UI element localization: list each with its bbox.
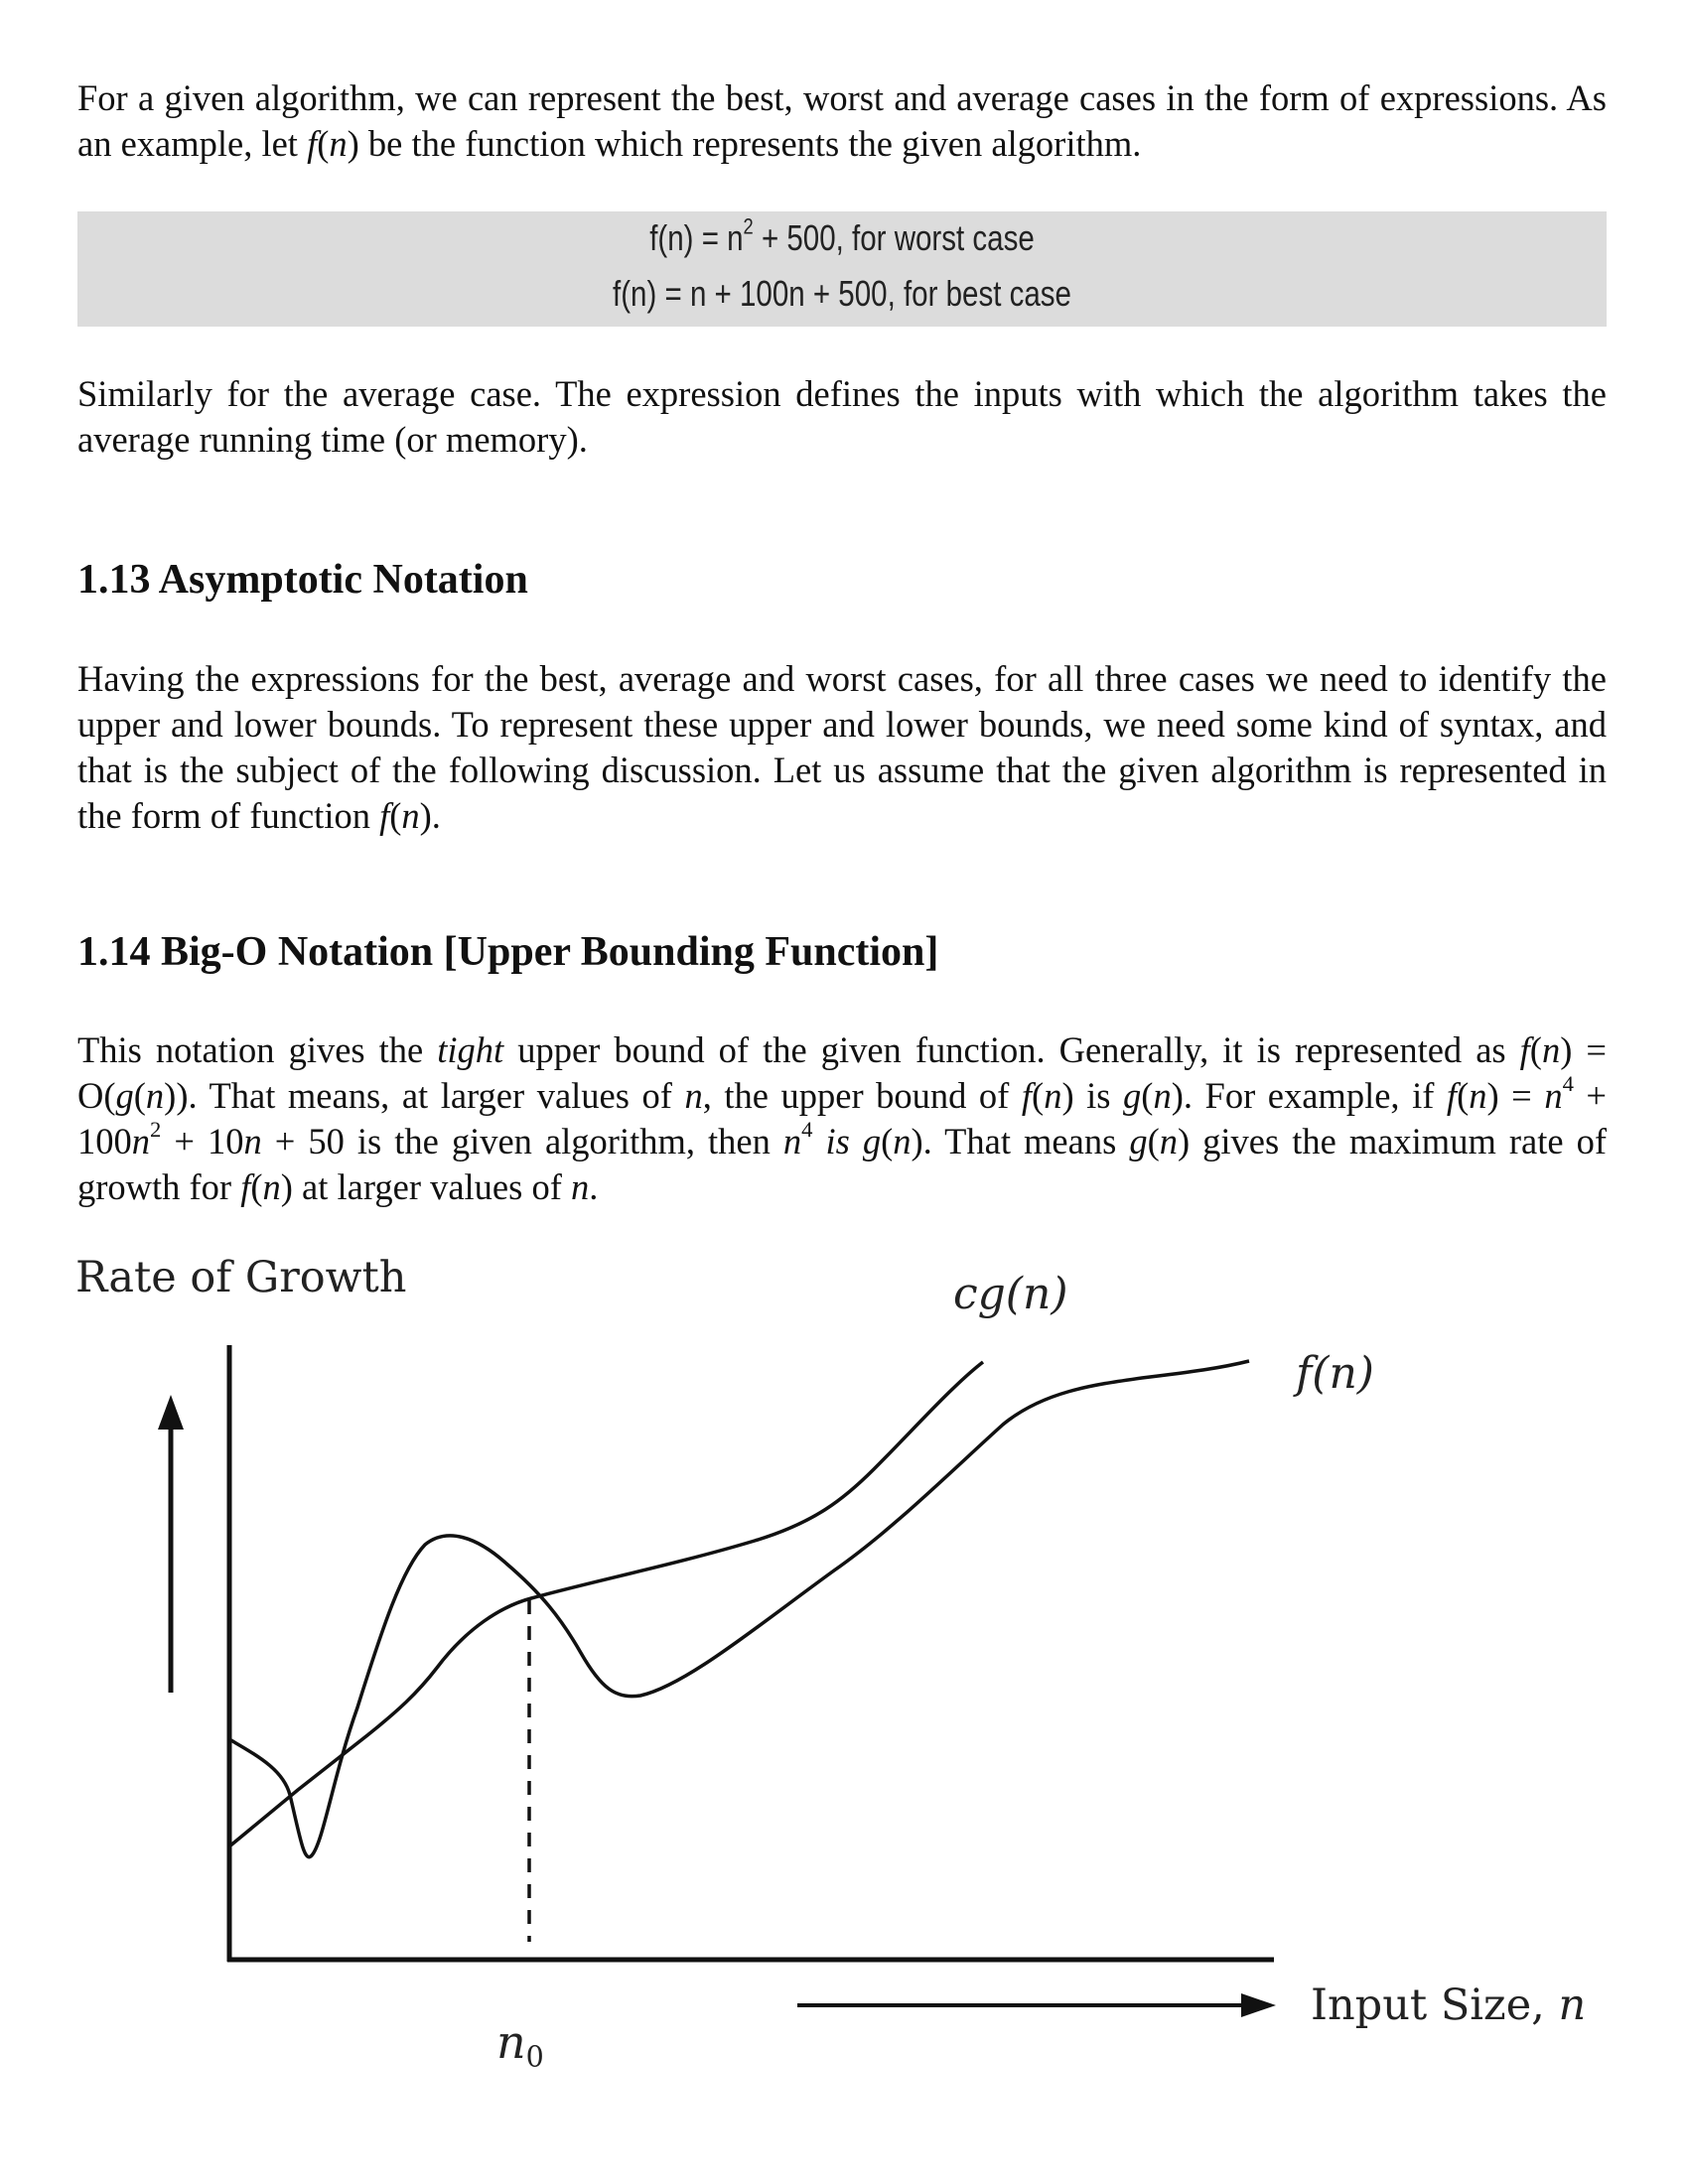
x-axis-label: Input Size, n: [1311, 1980, 1587, 2030]
cg-curve-label: cg(n): [953, 1269, 1068, 1319]
x-direction-arrow-head: [1241, 1993, 1276, 2017]
f-curve: [228, 1359, 1250, 1859]
best-case-formula: f(n) = n + 100n + 500, for best case: [613, 273, 1071, 314]
worst-case-formula: f(n) = n2 + 500, for worst case: [649, 213, 1035, 258]
big-o-paragraph: This notation gives the tight upper boun…: [77, 1029, 1608, 1207]
n0-label: n0: [496, 2015, 544, 2074]
average-case-paragraph: Similarly for the average case. The expr…: [77, 373, 1607, 460]
section-heading-big-o-notation: 1.14 Big-O Notation [Upper Bounding Func…: [77, 929, 939, 975]
formula-box: f(n) = n2 + 500, for worst case f(n) = n…: [77, 211, 1607, 327]
y-direction-arrow-head: [158, 1395, 184, 1430]
section-heading-asymptotic-notation: 1.13 Asymptotic Notation: [77, 557, 528, 603]
y-axis-label: Rate of Growth: [75, 1253, 407, 1302]
intro-paragraph: For a given algorithm, we can represent …: [77, 77, 1607, 164]
cg-curve: [227, 1360, 985, 1848]
f-curve-label: f(n): [1296, 1348, 1374, 1399]
asymptotic-notation-paragraph: Having the expressions for the best, ave…: [77, 658, 1607, 836]
